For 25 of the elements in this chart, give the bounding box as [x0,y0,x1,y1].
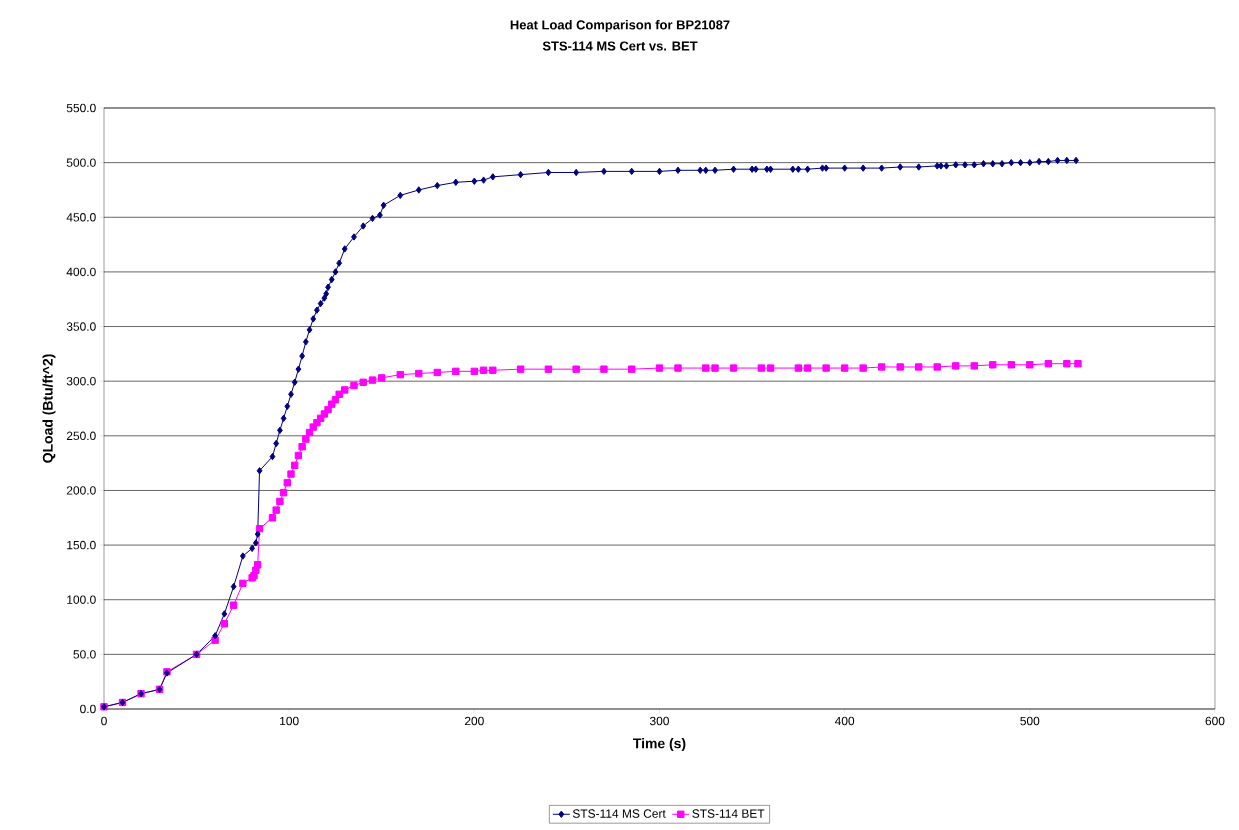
x-tick-label: 0 [101,716,107,726]
y-tick-label: 200.0 [66,486,96,495]
y-tick-label: 350.0 [66,322,96,331]
y-tick-label: 500.0 [66,158,96,167]
x-tick-label: 400 [834,716,855,726]
y-tick-label: 550.0 [66,103,96,113]
chart-subtitle: STS-114 MS Cert vs. BET [542,41,698,51]
y-tick-label: 400.0 [66,267,96,277]
y-tick-label: 0.0 [80,704,96,714]
x-tick-label: 100 [280,716,299,726]
x-tick-label: 200 [464,716,484,726]
y-tick-label: 150.0 [67,540,96,550]
x-tick-label: 500 [1020,716,1040,726]
y-tick-label: 300.0 [66,376,96,386]
x-tick-label: 300 [649,716,669,726]
legend-label: STS-114 BET [692,809,765,818]
y-tick-label: 50.0 [73,650,96,659]
y-tick-label: 450.0 [66,213,96,222]
legend-label: STS-114 MS Cert [572,809,666,818]
x-tick-label: 600 [1205,716,1225,726]
y-tick-label: 100.0 [67,595,96,604]
x-axis-title: Time (s) [633,738,686,752]
y-axis-title: QLoad (Btu/ft^2) [42,354,56,463]
y-tick-label: 250.0 [66,431,96,441]
chart-title: Heat Load Comparison for BP21087 [510,19,730,33]
